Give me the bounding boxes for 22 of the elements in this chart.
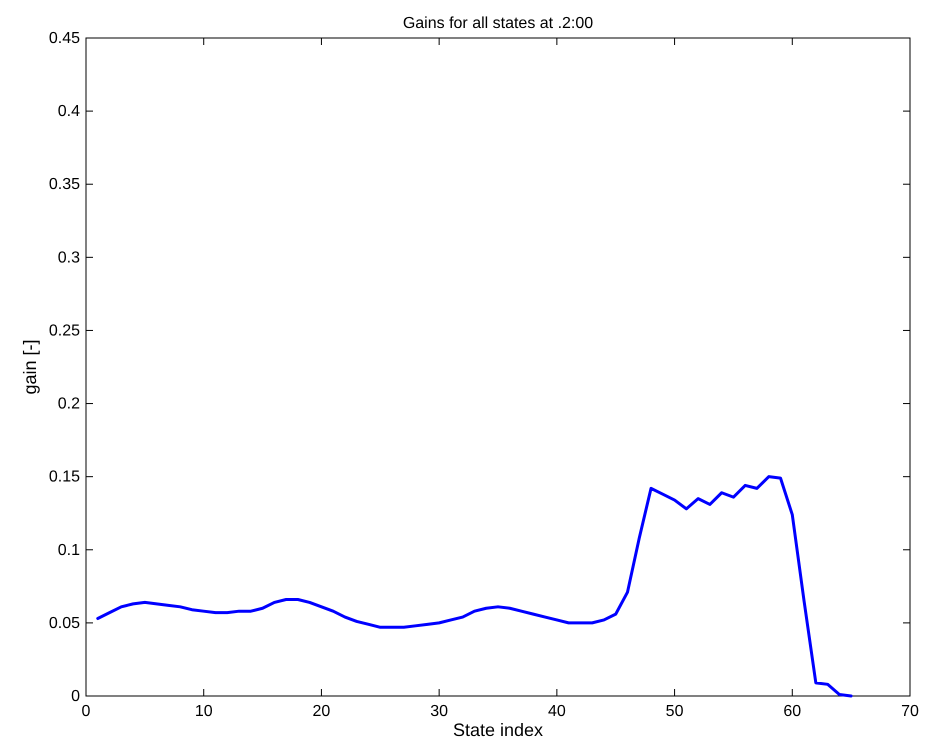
x-tick-label: 50 (666, 703, 684, 720)
y-tick-label: 0.35 (48, 176, 80, 194)
y-tick-label: 0.3 (58, 249, 80, 266)
line-series (96, 475, 853, 698)
y-tick-label: 0.2 (58, 396, 80, 413)
x-tick-label: 20 (312, 703, 330, 720)
x-tick-label: 0 (82, 703, 91, 720)
chart-title: Gains for all states at .2:00 (402, 15, 594, 32)
y-tick-label: 0.45 (48, 30, 80, 47)
y-tick-label: 0.15 (48, 468, 80, 486)
x-tick-label: 30 (430, 703, 448, 720)
x-axis-title: State index (452, 720, 544, 740)
y-tick-label: 0 (71, 688, 80, 705)
y-tick-label: 0.05 (48, 614, 80, 632)
x-tick-label: 70 (901, 703, 919, 720)
y-tick-label: 0.25 (48, 322, 80, 340)
x-tick-label: 10 (194, 703, 213, 720)
y-axis-title: gain [-] (20, 339, 40, 395)
y-tick-label: 0.4 (58, 103, 80, 120)
y-tick-label: 0.1 (58, 542, 80, 559)
x-tick-label: 40 (548, 703, 566, 720)
x-tick-label: 60 (783, 703, 802, 720)
